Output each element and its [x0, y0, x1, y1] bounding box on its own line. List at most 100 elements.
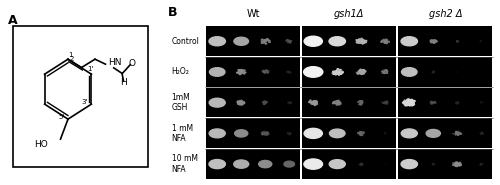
Circle shape — [239, 74, 240, 75]
Circle shape — [406, 104, 407, 105]
Circle shape — [431, 101, 432, 102]
Circle shape — [409, 105, 410, 106]
Circle shape — [460, 165, 461, 166]
Circle shape — [407, 101, 408, 102]
Circle shape — [363, 73, 364, 74]
Circle shape — [383, 40, 384, 41]
Circle shape — [455, 133, 456, 134]
Circle shape — [360, 71, 361, 72]
Circle shape — [413, 102, 414, 103]
Circle shape — [361, 133, 362, 134]
Circle shape — [360, 41, 362, 42]
Circle shape — [264, 40, 265, 41]
Circle shape — [410, 102, 412, 103]
Circle shape — [410, 103, 412, 104]
Circle shape — [410, 100, 411, 101]
Text: Wt: Wt — [246, 9, 260, 19]
Circle shape — [406, 102, 407, 103]
Circle shape — [401, 37, 417, 46]
Circle shape — [264, 40, 265, 41]
Circle shape — [239, 71, 240, 72]
Circle shape — [408, 103, 410, 104]
Circle shape — [304, 128, 322, 138]
Circle shape — [330, 129, 345, 138]
Circle shape — [313, 102, 314, 103]
Circle shape — [264, 71, 265, 72]
Circle shape — [238, 103, 240, 104]
Circle shape — [313, 102, 314, 103]
Circle shape — [241, 72, 242, 73]
Circle shape — [329, 37, 345, 46]
Circle shape — [313, 102, 314, 103]
Circle shape — [359, 41, 360, 42]
Circle shape — [456, 163, 458, 164]
Circle shape — [311, 102, 312, 103]
Circle shape — [387, 103, 388, 104]
Circle shape — [241, 71, 242, 72]
Circle shape — [408, 103, 410, 104]
Circle shape — [410, 104, 412, 105]
Circle shape — [363, 40, 364, 41]
Circle shape — [360, 72, 362, 73]
Text: B: B — [168, 6, 178, 18]
Circle shape — [240, 71, 242, 72]
Circle shape — [406, 104, 408, 105]
Circle shape — [361, 133, 362, 134]
Circle shape — [242, 70, 244, 71]
Circle shape — [411, 103, 412, 104]
Circle shape — [456, 133, 457, 134]
Circle shape — [241, 72, 242, 73]
Circle shape — [264, 102, 266, 103]
Circle shape — [264, 41, 265, 42]
Circle shape — [336, 72, 338, 73]
Circle shape — [414, 100, 415, 101]
Circle shape — [414, 101, 415, 102]
Text: 1: 1 — [68, 52, 72, 58]
Circle shape — [405, 102, 406, 103]
Circle shape — [290, 133, 291, 134]
Circle shape — [332, 71, 334, 72]
Text: HO: HO — [34, 140, 48, 149]
Circle shape — [402, 68, 417, 76]
Circle shape — [433, 102, 434, 103]
Text: A: A — [8, 14, 18, 27]
Circle shape — [455, 134, 456, 135]
Circle shape — [342, 72, 343, 73]
Circle shape — [267, 133, 268, 134]
Circle shape — [410, 100, 412, 101]
Circle shape — [365, 42, 366, 43]
Circle shape — [262, 132, 263, 133]
Circle shape — [289, 134, 290, 135]
Circle shape — [316, 104, 317, 105]
Circle shape — [338, 101, 340, 102]
Circle shape — [337, 72, 338, 73]
Circle shape — [314, 104, 315, 105]
Circle shape — [265, 133, 266, 134]
Circle shape — [384, 41, 386, 42]
Circle shape — [456, 164, 458, 165]
Circle shape — [455, 165, 456, 166]
Circle shape — [408, 102, 409, 103]
Circle shape — [356, 72, 358, 73]
Circle shape — [432, 40, 434, 41]
Circle shape — [384, 102, 386, 103]
Circle shape — [360, 72, 361, 73]
Circle shape — [264, 41, 266, 42]
Circle shape — [239, 72, 240, 73]
Circle shape — [361, 133, 362, 134]
Circle shape — [310, 100, 311, 101]
Circle shape — [329, 160, 345, 169]
Circle shape — [360, 103, 362, 104]
Circle shape — [413, 101, 414, 102]
Circle shape — [264, 133, 266, 134]
Circle shape — [265, 71, 266, 72]
Circle shape — [431, 41, 432, 42]
Circle shape — [386, 70, 387, 71]
Text: Control: Control — [172, 37, 200, 46]
Circle shape — [240, 73, 242, 74]
Circle shape — [264, 102, 266, 103]
Circle shape — [457, 133, 458, 134]
Circle shape — [284, 161, 294, 167]
Circle shape — [315, 102, 316, 103]
Text: gsh1Δ: gsh1Δ — [334, 9, 364, 19]
